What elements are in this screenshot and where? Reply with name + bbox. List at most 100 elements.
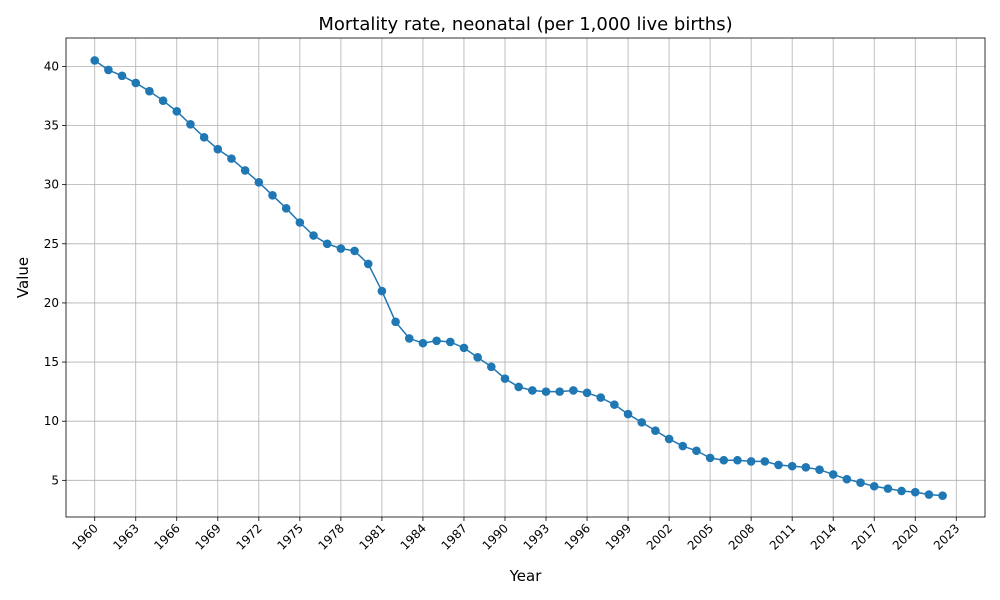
data-point xyxy=(651,426,660,435)
y-tick-label: 10 xyxy=(44,414,59,428)
data-point xyxy=(733,455,742,465)
data-point xyxy=(240,166,250,175)
data-point xyxy=(104,65,113,75)
data-point xyxy=(623,409,633,419)
data-point xyxy=(172,107,182,116)
data-point xyxy=(746,457,756,466)
x-tick-label: 1999 xyxy=(603,521,634,552)
data-point xyxy=(774,460,783,470)
data-point xyxy=(705,453,715,463)
grid xyxy=(66,38,985,517)
data-point xyxy=(268,191,277,200)
x-tick-label: 2008 xyxy=(726,521,757,552)
data-point xyxy=(363,259,373,269)
data-point xyxy=(528,386,537,395)
data-point xyxy=(322,239,332,249)
x-tick-label: 2020 xyxy=(890,521,921,552)
data-point xyxy=(418,338,428,348)
data-point xyxy=(514,382,523,392)
data-point xyxy=(842,474,852,484)
data-point xyxy=(391,317,400,327)
x-tick-label: 1972 xyxy=(233,521,264,552)
data-point xyxy=(459,343,469,353)
data-point xyxy=(350,246,359,256)
y-tick-label: 20 xyxy=(44,296,59,310)
x-tick-label: 1969 xyxy=(192,521,223,552)
data-point xyxy=(719,455,729,465)
x-tick-label: 1996 xyxy=(562,521,593,552)
data-point xyxy=(213,144,223,154)
x-tick-label: 1975 xyxy=(274,521,305,552)
data-point xyxy=(473,353,482,362)
y-tick-label: 15 xyxy=(44,355,59,369)
y-tick-label: 30 xyxy=(44,178,59,192)
data-point xyxy=(500,374,510,383)
data-point xyxy=(336,244,346,253)
data-point xyxy=(883,484,893,493)
x-tick-label: 1978 xyxy=(316,521,347,552)
data-point xyxy=(281,204,291,213)
data-point xyxy=(910,487,920,497)
data-point xyxy=(938,491,947,501)
data-point xyxy=(678,441,688,451)
y-tick-label: 25 xyxy=(44,237,59,251)
x-tick-label: 1960 xyxy=(69,521,100,552)
data-point xyxy=(145,86,154,96)
data-point xyxy=(555,387,564,396)
y-tick-label: 40 xyxy=(44,59,59,73)
x-tick-label: 2011 xyxy=(767,521,798,552)
data-point xyxy=(760,457,770,466)
plot-frame xyxy=(65,37,986,518)
data-point xyxy=(637,418,647,427)
data-point xyxy=(801,463,811,472)
series-layer xyxy=(90,56,947,501)
x-tick-label: 2005 xyxy=(685,521,716,552)
data-point xyxy=(432,336,441,346)
data-point xyxy=(377,286,387,296)
data-point xyxy=(90,56,100,65)
x-tick-label: 1987 xyxy=(439,521,470,552)
x-tick-label: 1993 xyxy=(521,521,552,552)
data-point xyxy=(131,78,141,88)
data-point xyxy=(254,177,264,187)
data-point xyxy=(582,388,592,398)
x-axis-ticks: 1960 1963 1966 1969 1972 1975 1978 1981 1984 1987… xyxy=(69,517,962,553)
data-point xyxy=(596,393,606,402)
x-tick-label: 2014 xyxy=(808,521,839,552)
x-axis-label: Year xyxy=(509,567,543,585)
data-point xyxy=(309,231,318,240)
data-point xyxy=(227,154,236,163)
x-tick-label: 1963 xyxy=(110,521,141,552)
x-tick-label: 2002 xyxy=(644,521,675,552)
data-point xyxy=(199,133,209,142)
data-point xyxy=(117,71,127,81)
data-point xyxy=(541,387,551,396)
chart-title: Mortality rate, neonatal (per 1,000 live… xyxy=(318,14,732,35)
data-point xyxy=(487,362,496,372)
x-tick-label: 2017 xyxy=(849,521,880,552)
data-point xyxy=(445,337,455,347)
data-point xyxy=(186,120,195,129)
data-point xyxy=(295,218,305,227)
x-tick-label: 2023 xyxy=(931,521,962,552)
y-axis-label: Value xyxy=(14,257,32,298)
data-point xyxy=(856,478,865,488)
data-point xyxy=(815,465,824,474)
data-point xyxy=(664,434,674,444)
data-point xyxy=(569,386,578,395)
data-point xyxy=(828,470,838,479)
x-tick-label: 1981 xyxy=(357,521,388,552)
data-point xyxy=(404,334,414,343)
y-tick-label: 5 xyxy=(51,473,59,487)
data-point xyxy=(158,96,168,105)
x-tick-label: 1984 xyxy=(398,521,429,552)
data-point xyxy=(897,486,906,496)
data-point xyxy=(924,490,934,499)
x-tick-label: 1966 xyxy=(151,521,182,552)
y-axis-ticks: 5 10 15 20 25 30 35 40 xyxy=(44,59,66,487)
data-point xyxy=(869,481,879,491)
data-point xyxy=(787,461,797,471)
y-tick-label: 35 xyxy=(44,119,59,133)
x-tick-label: 1990 xyxy=(480,521,511,552)
